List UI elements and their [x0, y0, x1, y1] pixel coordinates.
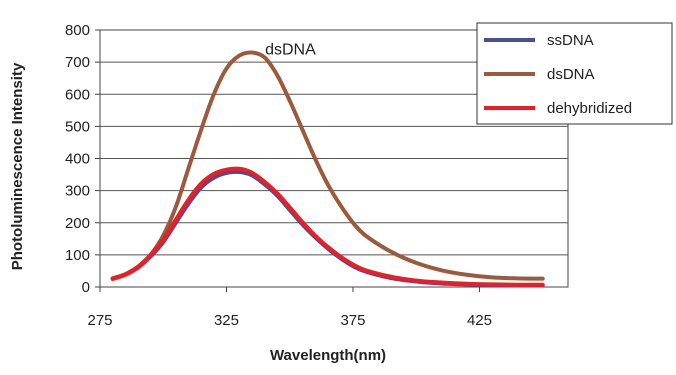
y-tick-label: 300	[65, 183, 90, 200]
y-tick-label: 200	[65, 215, 90, 232]
y-tick-label: 0	[82, 279, 90, 296]
legend-label-ssdna: ssDNA	[547, 32, 594, 49]
legend-label-dehybridized: dehybridized	[547, 100, 632, 117]
y-tick-label: 500	[65, 118, 90, 135]
x-axis-title: Wavelength(nm)	[270, 347, 386, 364]
y-axis-title: Photoluminescence Intensity	[9, 62, 26, 270]
y-tick-label: 400	[65, 151, 90, 168]
y-tick-label: 100	[65, 247, 90, 264]
legend: ssDNA dsDNA dehybridized	[477, 23, 672, 124]
y-tick-labels: 0 100 200 300 400 500 600 700 800	[65, 22, 90, 296]
y-tick-label: 800	[65, 22, 90, 39]
x-tick-label: 325	[214, 312, 239, 329]
legend-label-dsdna: dsDNA	[547, 66, 595, 83]
x-tick-label: 375	[340, 312, 365, 329]
x-tick-labels: 275 325 375 425	[87, 312, 491, 329]
y-tick-label: 600	[65, 86, 90, 103]
series-line-ssdna	[113, 172, 543, 286]
peak-annotation: dsDNA	[265, 41, 316, 58]
x-tick-label: 425	[467, 312, 492, 329]
x-tick-label: 275	[87, 312, 112, 329]
y-tick-label: 700	[65, 54, 90, 71]
